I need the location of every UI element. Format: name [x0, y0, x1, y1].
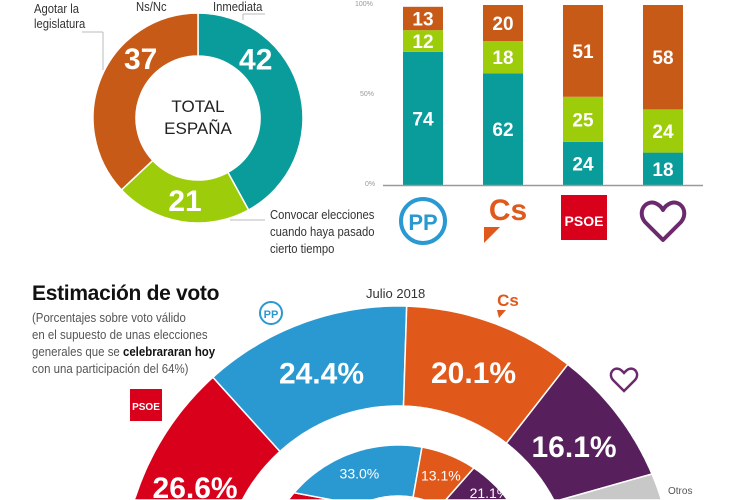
bar-PSOE-1	[563, 96, 603, 142]
psoe-small-logo-icon	[130, 389, 162, 421]
donut-value-0: 42	[239, 43, 272, 76]
bar-Podemos-2	[643, 5, 683, 110]
pp-small-logo-text: PP	[264, 309, 279, 321]
outer-seg-otros	[559, 473, 674, 500]
inner-seg-label-cs: 13.1%	[421, 467, 461, 483]
podemos-small-logo-icon	[609, 367, 639, 393]
donut-center-label: TOTAL ESPAÑA	[164, 97, 232, 138]
bar-Podemos-0	[643, 152, 683, 185]
bar-label-Podemos-2: 58	[652, 48, 673, 69]
bar-PP-1	[403, 30, 443, 52]
pp-small-logo-icon	[259, 301, 283, 325]
cs-small-logo-icon	[497, 310, 506, 318]
bar-label-PP-2: 13	[412, 10, 433, 31]
outer-seg-label-podemos: 16.1%	[532, 431, 617, 464]
psoe-logo-icon	[561, 195, 607, 240]
bar-PP-2	[403, 6, 443, 31]
donut-value-1: 21	[168, 185, 201, 218]
label-nsnc: Ns/Nc	[136, 0, 167, 14]
ytick-0: 0%	[365, 181, 376, 188]
inner-seg-label-pp: 33.0%	[340, 466, 380, 482]
outer-seg-label-pp: 24.4%	[279, 358, 364, 391]
label-agotar: Agotar la legislatura	[34, 2, 86, 31]
cs-small-logo-text: Cs	[497, 291, 519, 310]
section-note: (Porcentajes sobre voto válido en el supu…	[32, 310, 216, 376]
bar-label-PP-0: 74	[412, 109, 434, 130]
bar-label-Cs-2: 20	[492, 14, 513, 35]
psoe-logo-text: PSOE	[565, 213, 604, 229]
label-inmediata: Inmediata	[213, 0, 263, 14]
bar-Cs-0	[483, 73, 523, 185]
label-convocar: Convocar elecciones cuando haya pasado cie…	[270, 208, 375, 256]
bar-label-Cs-0: 62	[492, 120, 513, 141]
bar-label-Podemos-0: 18	[652, 160, 673, 181]
outer-seg-label-psoe: 26.6%	[153, 472, 238, 500]
psoe-small-logo-text: PSOE	[132, 402, 160, 413]
bar-Cs-1	[483, 41, 523, 74]
bar-PSOE-0	[563, 141, 603, 185]
outer-seg-podemos	[505, 363, 654, 500]
donut-slice-0	[197, 12, 304, 212]
date-label: Julio 2018	[366, 286, 426, 301]
bar-label-PSOE-0: 24	[572, 154, 594, 175]
inner-seg-podemos	[444, 467, 528, 500]
bar-label-PSOE-1: 25	[572, 110, 594, 131]
podemos-logo-icon	[639, 200, 687, 242]
bar-Cs-2	[483, 5, 523, 41]
bar-Podemos-1	[643, 109, 683, 153]
outer-seg-label-cs: 20.1%	[431, 357, 516, 390]
bar-PP-0	[403, 51, 443, 185]
bar-label-Podemos-1: 24	[652, 122, 674, 143]
ytick-50: 50%	[360, 91, 375, 98]
donut-slice-2	[92, 12, 199, 191]
bar-label-PP-1: 12	[412, 32, 433, 53]
inner-seg-label-podemos: 21.1%	[470, 485, 510, 500]
cs-logo-icon	[484, 227, 500, 243]
donut-value-2: 37	[124, 43, 157, 76]
section-title: Estimación de voto	[32, 282, 220, 305]
ytick-100: 100%	[355, 1, 373, 8]
otros-label: Otros	[668, 486, 693, 497]
pp-logo-text: PP	[408, 210, 437, 235]
bar-PSOE-2	[563, 5, 603, 97]
bar-label-PSOE-2: 51	[572, 42, 594, 63]
inner-seg-cs	[412, 446, 475, 500]
bar-label-Cs-1: 18	[492, 48, 513, 69]
pp-logo-icon	[399, 197, 447, 245]
cs-logo-text: Cs	[489, 194, 527, 227]
